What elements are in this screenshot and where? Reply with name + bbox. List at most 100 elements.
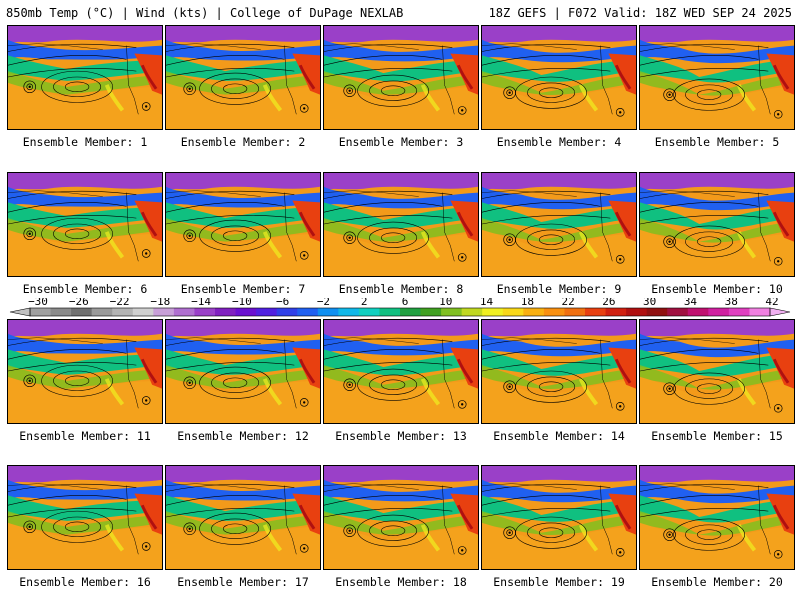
ensemble-member-caption: Ensemble Member: 18 — [335, 575, 467, 589]
colorbar-swatch — [112, 308, 134, 316]
colorbar-swatch — [30, 308, 52, 316]
colorbar-swatch — [605, 308, 627, 316]
colorbar-left-arrow-icon — [9, 307, 31, 317]
ensemble-member-map — [481, 319, 637, 424]
ensemble-member-caption: Ensemble Member: 14 — [493, 429, 625, 443]
ensemble-member-caption: Ensemble Member: 16 — [19, 575, 151, 589]
colorbar-tick-label: 30 — [643, 298, 656, 308]
colorbar-tick-label: −14 — [191, 298, 211, 308]
colorbar-swatch — [523, 308, 545, 316]
colorbar-tick-label: −22 — [110, 298, 130, 308]
colorbar-swatch — [173, 308, 195, 316]
ensemble-member-caption: Ensemble Member: 8 — [338, 282, 464, 296]
ensemble-member-caption: Ensemble Member: 19 — [493, 575, 625, 589]
colorbar-swatch — [420, 308, 442, 316]
colorbar-tick-label: 10 — [439, 298, 452, 308]
colorbar-tick-label: −26 — [69, 298, 89, 308]
colorbar-tick-label: 34 — [684, 298, 698, 308]
ensemble-member-map — [639, 25, 795, 130]
colorbar-right-arrow-icon — [769, 307, 791, 317]
colorbar-swatch — [215, 308, 237, 316]
ensemble-member-map — [7, 319, 163, 424]
colorbar-swatch — [153, 308, 175, 316]
colorbar-swatch — [708, 308, 730, 316]
ensemble-member-map — [7, 25, 163, 130]
ensemble-member-caption: Ensemble Member: 13 — [335, 429, 467, 443]
ensemble-member-map — [323, 465, 479, 570]
colorbar-tick-label: 26 — [602, 298, 615, 308]
colorbar-swatch — [194, 308, 216, 316]
ensemble-member-map — [481, 172, 637, 277]
header-run-info: 18Z GEFS | F072 Valid: 18Z WED SEP 24 20… — [488, 6, 792, 20]
colorbar-swatch — [132, 308, 154, 316]
ensemble-member-caption: Ensemble Member: 17 — [177, 575, 309, 589]
colorbar-tick-label: 6 — [402, 298, 409, 308]
colorbar-swatch — [317, 308, 339, 316]
colorbar-swatch — [646, 308, 668, 316]
ensemble-member-map — [7, 172, 163, 277]
ensemble-member-map — [165, 465, 321, 570]
ensemble-member-caption: Ensemble Member: 1 — [22, 135, 148, 149]
ensemble-member-map — [323, 25, 479, 130]
ensemble-member-caption: Ensemble Member: 3 — [338, 135, 464, 149]
colorbar-tick-label: 2 — [361, 298, 368, 308]
ensemble-member-caption: Ensemble Member: 15 — [651, 429, 783, 443]
ensemble-member-map — [481, 465, 637, 570]
colorbar-swatch — [564, 308, 586, 316]
ensemble-member-map — [639, 319, 795, 424]
colorbar-swatch — [482, 308, 504, 316]
colorbar-swatch — [235, 308, 257, 316]
colorbar-border — [29, 307, 771, 317]
ensemble-member-map — [639, 465, 795, 570]
colorbar: −30 −26 −22 −18 −14 −10 −6 −2 2 6 10 14 18 22 26 30 34 38… — [9, 298, 791, 317]
colorbar-swatch — [667, 308, 689, 316]
colorbar-tick-label: 14 — [480, 298, 494, 308]
colorbar-swatch — [91, 308, 113, 316]
colorbar-tick-label: −18 — [150, 298, 170, 308]
ensemble-member-caption: Ensemble Member: 12 — [177, 429, 309, 443]
colorbar-swatch — [543, 308, 565, 316]
ensemble-member-caption: Ensemble Member: 7 — [180, 282, 306, 296]
colorbar-swatch — [687, 308, 709, 316]
colorbar-swatch — [71, 308, 93, 316]
ensemble-member-map — [165, 319, 321, 424]
ensemble-member-caption: Ensemble Member: 2 — [180, 135, 306, 149]
ensemble-member-caption: Ensemble Member: 6 — [22, 282, 148, 296]
colorbar-swatch — [749, 308, 771, 316]
ensemble-member-map — [165, 25, 321, 130]
ensemble-member-map — [165, 172, 321, 277]
colorbar-swatch — [461, 308, 483, 316]
ensemble-member-map — [481, 25, 637, 130]
header-title: 850mb Temp (°C) | Wind (kts) | College o… — [6, 6, 404, 20]
colorbar-swatch — [441, 308, 463, 316]
colorbar-swatch — [338, 308, 360, 316]
colorbar-tick-label: 38 — [725, 298, 738, 308]
colorbar-tick-label: −10 — [232, 298, 252, 308]
colorbar-swatch — [379, 308, 401, 316]
colorbar-tick-label: −2 — [317, 298, 330, 308]
colorbar-swatch — [400, 308, 422, 316]
colorbar-tick-label: 22 — [561, 298, 574, 308]
ensemble-member-caption: Ensemble Member: 11 — [19, 429, 151, 443]
colorbar-tick-label: −6 — [276, 298, 289, 308]
colorbar-tick-label: 18 — [521, 298, 534, 308]
ensemble-member-caption: Ensemble Member: 9 — [496, 282, 622, 296]
colorbar-swatch — [585, 308, 607, 316]
ensemble-member-map — [639, 172, 795, 277]
colorbar-swatch — [502, 308, 524, 316]
colorbar-tick-label: 42 — [765, 298, 778, 308]
ensemble-member-caption: Ensemble Member: 4 — [496, 135, 622, 149]
ensemble-member-map — [7, 465, 163, 570]
colorbar-swatch — [358, 308, 380, 316]
colorbar-swatch — [297, 308, 319, 316]
colorbar-tick-label: −30 — [28, 298, 48, 308]
colorbar-swatch — [50, 308, 72, 316]
colorbar-swatch — [626, 308, 648, 316]
colorbar-swatch — [276, 308, 298, 316]
colorbar-swatch — [728, 308, 750, 316]
ensemble-member-map — [323, 172, 479, 277]
ensemble-member-caption: Ensemble Member: 20 — [651, 575, 783, 589]
ensemble-member-map — [323, 319, 479, 424]
ensemble-member-caption: Ensemble Member: 10 — [651, 282, 783, 296]
colorbar-swatch — [256, 308, 278, 316]
